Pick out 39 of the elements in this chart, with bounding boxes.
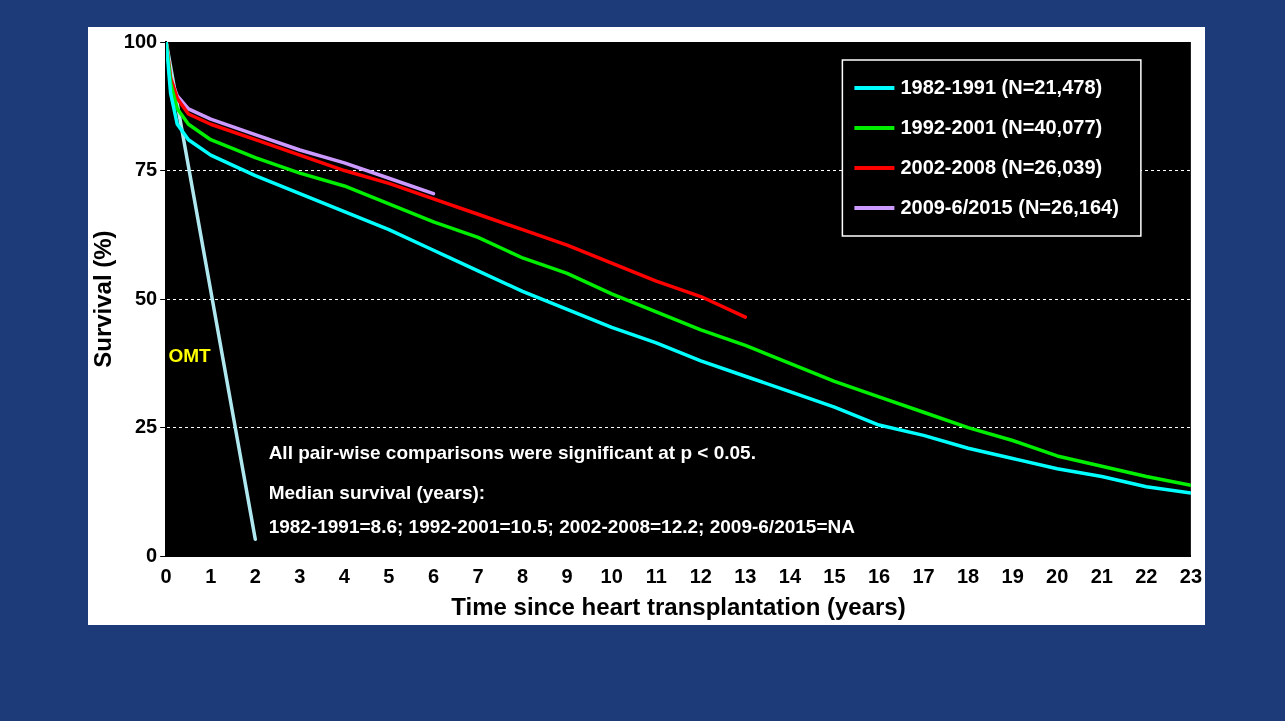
x-tick-label: 21 — [1090, 564, 1113, 587]
legend-label: 2009-6/2015 (N=26,164) — [900, 195, 1119, 218]
x-tick-label: 0 — [160, 564, 172, 587]
x-tick-label: 17 — [912, 564, 935, 587]
x-tick-label: 19 — [1001, 564, 1024, 587]
x-tick-label: 9 — [561, 564, 573, 587]
legend-label: 2002-2008 (N=26,039) — [900, 155, 1103, 178]
x-tick-label: 11 — [645, 564, 667, 587]
y-tick-label: 0 — [146, 543, 158, 566]
x-axis-title: Time since heart transplantation (years) — [451, 593, 906, 621]
x-tick-label: 20 — [1046, 564, 1069, 587]
x-tick-label: 16 — [867, 564, 891, 587]
x-tick-label: 1 — [205, 564, 217, 587]
x-tick-label: 5 — [383, 564, 395, 587]
y-tick-label: 75 — [134, 158, 158, 181]
x-tick-label: 7 — [472, 564, 484, 587]
x-tick-label: 12 — [689, 564, 712, 587]
x-tick-label: 6 — [427, 564, 440, 587]
x-tick-label: 13 — [734, 564, 757, 587]
x-tick-label: 15 — [823, 564, 846, 587]
x-tick-label: 10 — [600, 564, 623, 587]
legend-label: 1982-1991 (N=21,478) — [900, 75, 1103, 98]
y-tick-label: 100 — [123, 29, 158, 52]
x-tick-label: 23 — [1179, 564, 1202, 587]
legend-label: 1992-2001 (N=40,077) — [900, 115, 1103, 138]
y-tick-label: 50 — [134, 286, 158, 309]
x-tick-label: 18 — [956, 564, 980, 587]
series-label: OMT — [168, 345, 212, 367]
x-tick-label: 3 — [294, 564, 306, 587]
x-tick-label: 4 — [338, 564, 351, 587]
x-tick-label: 8 — [517, 564, 529, 587]
y-axis-title: Survival (%) — [89, 230, 117, 368]
x-tick-label: 2 — [249, 564, 261, 587]
y-tick-label: 25 — [134, 415, 158, 438]
annotation: Median survival (years): — [268, 481, 486, 503]
x-tick-label: 22 — [1135, 564, 1158, 587]
annotation: All pair-wise comparisons were significant at p < 0.05. — [268, 441, 756, 463]
annotation: 1982-1991=8.6; 1992-2001=10.5; 2002-2008=12.2; 2009-6/2015=NA — [268, 515, 856, 537]
x-tick-label: 14 — [778, 564, 802, 587]
